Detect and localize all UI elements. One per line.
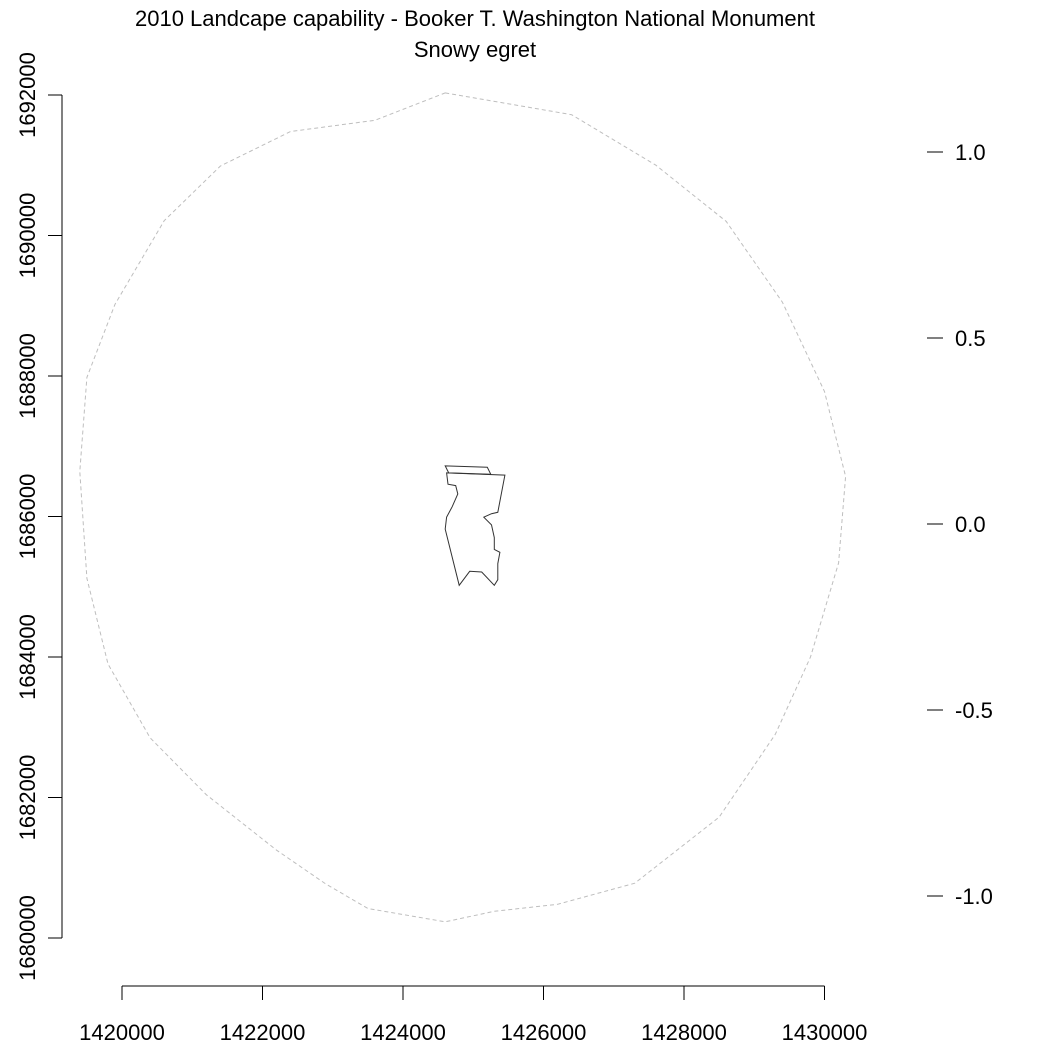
x-tick-label: 1428000 (641, 1020, 727, 1045)
y-axis-left: 1680000 1682000 1684000 1686000 1688000 16900… (15, 52, 63, 981)
y-tick-label: 1680000 (15, 895, 40, 981)
y-tick-label: 1682000 (15, 755, 40, 841)
x-axis-bottom: 1420000 1422000 1424000 1426000 1428000 14300… (79, 985, 868, 1045)
x-tick-label: 1420000 (79, 1020, 165, 1045)
chart-title: 2010 Landcape capability - Booker T. Was… (135, 6, 815, 31)
scale-tick-label: -0.5 (955, 698, 993, 723)
y-tick-label: 1690000 (15, 193, 40, 279)
y-tick-label: 1688000 (15, 333, 40, 419)
park-boundary-line-2 (444, 472, 506, 587)
x-tick-label: 1430000 (782, 1020, 868, 1045)
buffer-boundary-line (79, 92, 847, 923)
y-tick-label: 1692000 (15, 52, 40, 138)
scale-tick-label: -1.0 (955, 884, 993, 909)
scale-tick-label: 1.0 (955, 140, 986, 165)
y-tick-label: 1686000 (15, 474, 40, 560)
legend-scale-axis: 1.0 0.5 0.0 -0.5 -1.0 (927, 140, 993, 909)
x-tick-label: 1426000 (501, 1020, 587, 1045)
chart-subtitle: Snowy egret (414, 37, 536, 62)
scale-tick-label: 0.5 (955, 326, 986, 351)
x-tick-label: 1422000 (220, 1020, 306, 1045)
x-tick-label: 1424000 (360, 1020, 446, 1045)
y-tick-label: 1684000 (15, 614, 40, 700)
scale-tick-label: 0.0 (955, 512, 986, 537)
boundary-layer (79, 92, 847, 923)
